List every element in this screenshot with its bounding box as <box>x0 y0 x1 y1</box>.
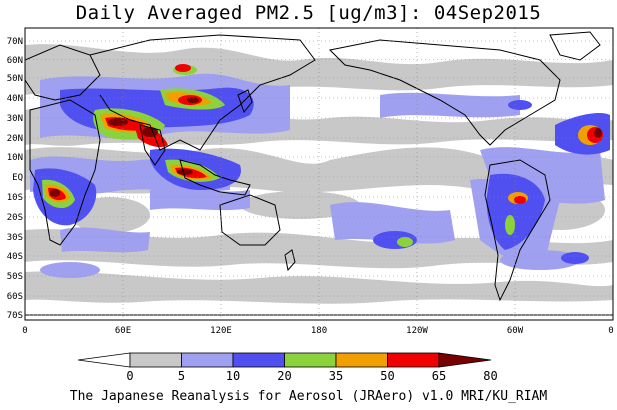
lat-label: 10S <box>7 193 23 203</box>
colorbar-swatch <box>129 352 182 368</box>
lat-label: 70N <box>7 37 23 47</box>
colorbar: 0 5 10 20 35 50 65 80 <box>77 352 498 383</box>
colorbar-tick-label: 35 <box>329 369 343 383</box>
colorbar-swatch <box>232 352 285 368</box>
lon-label: 120W <box>406 326 428 336</box>
credit-line: The Japanese Reanalysis for Aerosol (JRA… <box>69 389 548 404</box>
colorbar-tick-label: 80 <box>483 369 497 383</box>
colorbar-swatch <box>181 352 234 368</box>
colorbar-tick-label: 65 <box>432 369 446 383</box>
lon-label: 60E <box>115 326 131 336</box>
lon-label: 120E <box>210 326 232 336</box>
colorbar-swatch <box>387 352 440 368</box>
colorbar-tick-label: 20 <box>277 369 291 383</box>
lon-label: 0 <box>22 326 27 336</box>
colorbar-swatch <box>284 352 337 368</box>
map-title: Daily Averaged PM2.5 [ug/m3]: 04Sep2015 <box>75 2 542 24</box>
lat-label: 30N <box>7 114 23 124</box>
lat-label: EQ <box>12 173 23 183</box>
lat-label: 50N <box>7 74 23 84</box>
colorbar-tick-label: 10 <box>226 369 240 383</box>
lon-axis: 0 60E 120E 180 120W 60W 0 <box>22 326 613 336</box>
lat-label: 60S <box>7 292 23 302</box>
graticule <box>25 28 613 320</box>
pm25-field <box>25 31 613 316</box>
lat-label: 50S <box>7 272 23 282</box>
colorbar-swatch <box>335 352 388 368</box>
coastlines <box>25 31 613 316</box>
map-frame <box>24 27 614 321</box>
lat-label: 30S <box>7 233 23 243</box>
lat-label: 20S <box>7 213 23 223</box>
colorbar-arrow-low <box>77 352 131 368</box>
colorbar-tick-label: 5 <box>178 369 185 383</box>
lon-label: 180 <box>311 326 327 336</box>
lon-label: 60W <box>507 326 524 336</box>
lon-label: 0 <box>608 326 613 336</box>
lat-label: 40S <box>7 252 23 262</box>
lat-label: 10N <box>7 153 23 163</box>
colorbar-arrow-high <box>438 352 492 368</box>
lat-label: 40N <box>7 94 23 104</box>
lat-label: 20N <box>7 134 23 144</box>
colorbar-tick-label: 0 <box>126 369 133 383</box>
lat-axis: 70N 60N 50N 40N 30N 20N 10N EQ 10S 20S 3… <box>7 37 23 321</box>
lat-label: 70S <box>7 311 23 321</box>
lat-label: 60N <box>7 56 23 66</box>
colorbar-tick-label: 50 <box>380 369 394 383</box>
